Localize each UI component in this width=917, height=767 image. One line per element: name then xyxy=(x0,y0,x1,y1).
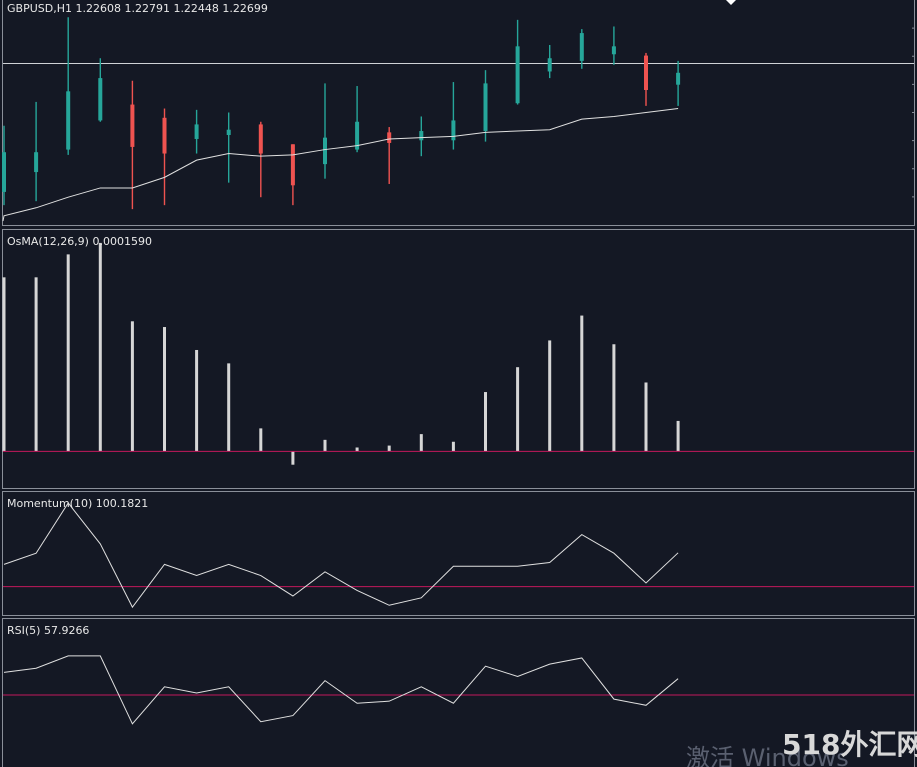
osma-bar xyxy=(130,321,134,452)
osma-pane-label: OsMA(12,26,9) 0.0001590 xyxy=(7,235,152,248)
osma-bar xyxy=(548,340,552,452)
candle-body xyxy=(451,120,456,141)
site-brand-watermark: 518外汇网 xyxy=(782,728,917,761)
momentum-pane-frame xyxy=(2,491,915,616)
price-pane-frame xyxy=(2,0,915,226)
moving-average-line xyxy=(2,108,679,222)
candle-body xyxy=(547,58,552,72)
osma-bar xyxy=(419,434,423,452)
osma-bar xyxy=(291,451,295,465)
candle-body xyxy=(130,104,135,147)
candle-body xyxy=(419,131,424,141)
osma-bar xyxy=(98,242,102,452)
momentum-line xyxy=(3,502,679,609)
osma-bar xyxy=(323,439,327,452)
rsi-pane-label: RSI(5) 57.9266 xyxy=(7,624,89,637)
candle-body xyxy=(323,137,327,165)
osma-bar xyxy=(451,441,455,452)
rsi-pane[interactable] xyxy=(2,618,915,767)
candle-body xyxy=(98,78,103,121)
rsi-pane-frame xyxy=(2,618,915,767)
candle-body xyxy=(483,83,488,132)
osma-bar xyxy=(227,363,231,452)
osma-pane[interactable] xyxy=(2,229,915,489)
candle-body xyxy=(355,121,360,150)
candle-body xyxy=(66,91,71,150)
price-pane-label: GBPUSD,H1 1.22608 1.22791 1.22448 1.2269… xyxy=(7,2,268,15)
osma-bar xyxy=(484,392,487,452)
osma-bar xyxy=(516,367,520,452)
candle-body xyxy=(644,55,648,90)
price-pane[interactable] xyxy=(2,0,915,226)
osma-pane-frame xyxy=(2,229,915,489)
osma-bar xyxy=(387,445,391,452)
candle-body xyxy=(258,124,263,154)
osma-bar xyxy=(676,420,680,452)
candle-body xyxy=(194,124,199,139)
shift-marker-icon xyxy=(726,0,736,5)
osma-bar xyxy=(163,327,166,452)
osma-bar xyxy=(259,428,263,452)
candle-body xyxy=(2,152,6,192)
osma-bar xyxy=(355,447,359,452)
candle-body xyxy=(226,129,231,135)
candle-body xyxy=(676,72,681,85)
rsi-line xyxy=(3,655,679,725)
windows-activation-watermark: 激活 Windows xyxy=(686,744,849,767)
osma-bar xyxy=(580,315,584,452)
osma-bar xyxy=(612,344,616,452)
osma-bar xyxy=(195,349,199,452)
osma-bar xyxy=(34,277,38,452)
candle-body xyxy=(290,144,295,186)
osma-bar xyxy=(644,382,648,452)
osma-bar xyxy=(66,254,70,452)
candle-body xyxy=(515,46,520,104)
osma-bar xyxy=(2,277,6,452)
candle-body xyxy=(611,46,616,55)
candle-body xyxy=(579,33,584,61)
candle-body xyxy=(387,132,392,143)
candle-body xyxy=(162,117,167,154)
candle-body xyxy=(34,152,39,173)
momentum-pane-label: Momentum(10) 100.1821 xyxy=(7,497,148,510)
momentum-pane[interactable] xyxy=(2,491,915,616)
